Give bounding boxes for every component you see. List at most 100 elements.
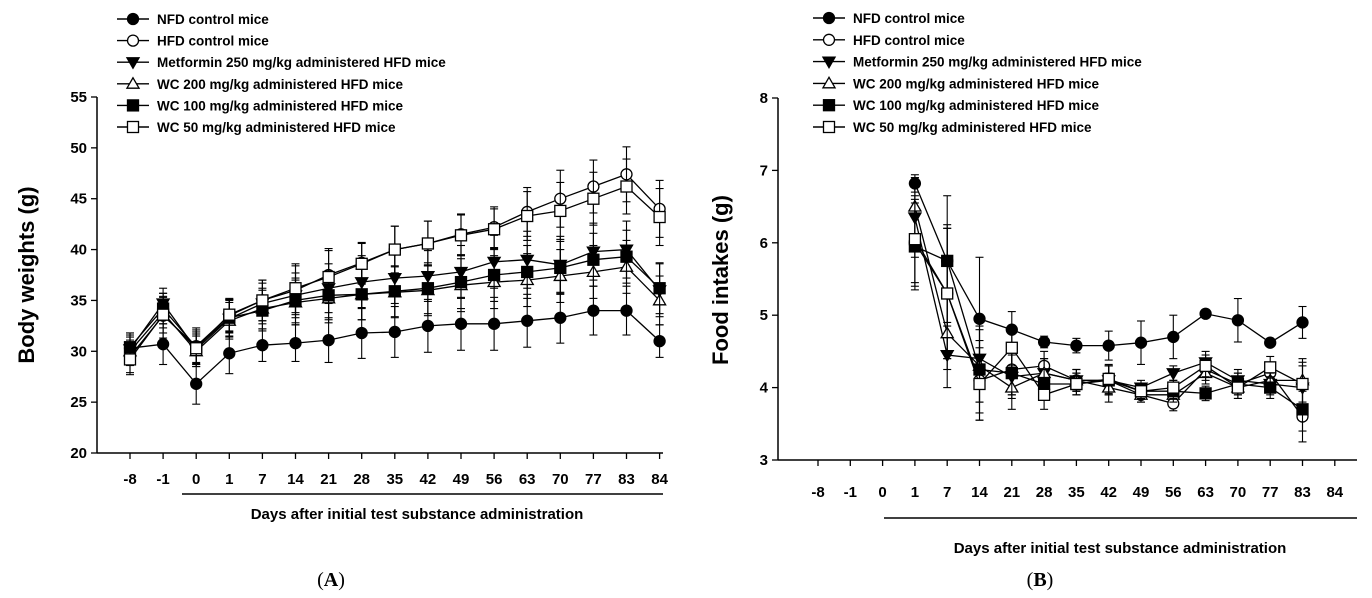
data-point [123,353,137,366]
y-tick-label: 5 [760,307,768,324]
legend-marker [126,12,140,26]
legend-item: Metformin 250 mg/kg administered HFD mic… [813,55,1142,70]
data-point [1037,388,1051,401]
data-point [587,192,600,205]
y-axis-title: Food intakes (g) [708,195,733,365]
x-tick-label: 1 [911,484,919,501]
data-point [289,336,302,350]
data-point [223,308,236,321]
data-point [653,334,666,348]
x-tick-label: 42 [420,471,437,488]
legend-label: NFD control mice [853,11,965,26]
x-tick-label: -8 [123,471,136,488]
legend-item: NFD control mice [813,11,965,26]
y-tick-label: 4 [760,380,769,397]
data-point [156,338,170,351]
x-tick-label: 83 [618,471,635,488]
data-point [322,333,335,347]
x-tick-label: 21 [1003,484,1020,501]
data-point [1102,372,1115,386]
x-tick-label: 70 [1230,484,1247,501]
x-tick-label: 1 [225,471,233,488]
data-point [190,377,203,390]
x-tick-label: 56 [486,471,503,488]
data-point [653,210,666,224]
y-tick-label: 45 [70,191,87,208]
legend-item: WC 200 mg/kg administered HFD mice [813,76,1100,91]
legend-item: WC 50 mg/kg administered HFD mice [117,120,396,135]
data-point [1102,339,1115,352]
data-point [1231,314,1245,327]
data-point [587,253,600,266]
legend-marker [125,76,141,89]
series-line [914,183,1303,347]
x-tick-label: -8 [811,484,824,501]
data-point [1264,361,1277,374]
data-point [223,347,236,360]
legend-item: HFD control mice [813,33,965,48]
y-tick-label: 35 [70,292,87,309]
x-axis-title: Days after initial test substance admini… [251,506,584,523]
y-tick-label: 7 [760,162,768,179]
data-point [322,270,335,284]
legend-item: WC 100 mg/kg administered HFD mice [117,98,404,113]
data-point [256,294,269,307]
legend-label: WC 100 mg/kg administered HFD mice [157,98,404,113]
x-tick-label: 28 [1036,484,1053,501]
data-point [973,377,986,391]
data-point [487,268,501,282]
x-tick-label: 49 [453,471,470,488]
x-tick-label: 84 [1326,484,1343,501]
legend-marker [125,57,141,70]
legend-label: WC 50 mg/kg administered HFD mice [157,120,396,135]
x-tick-label: 63 [1197,484,1214,501]
data-point [620,180,633,193]
data-point [554,204,567,218]
x-tick-label: 56 [1165,484,1182,501]
x-tick-label: 83 [1294,484,1311,501]
panel-a-body-weights: 20 25 30 35 40 45 50 55 -8 -1 0 1 7 14 21 28 35 42 49 56 63 7… [14,12,669,591]
legend-marker [822,33,836,46]
panel-label-paren: ) [1047,569,1054,591]
data-point [908,233,922,246]
panel-label-paren: ( [317,569,324,591]
panel-label-paren: ) [338,569,345,591]
data-point [1199,387,1212,400]
data-point [388,285,401,298]
data-point [1167,381,1180,394]
x-tick-label: 35 [386,471,403,488]
x-tick-label: 7 [258,471,266,488]
x-tick-label: -1 [156,471,169,488]
data-point [190,342,203,355]
legend-item: Metformin 250 mg/kg administered HFD mic… [117,55,446,70]
legend-marker [126,34,140,47]
x-tick-label: 14 [287,471,304,488]
data-point [355,257,368,270]
legend-marker [821,56,837,69]
y-tick-label: 6 [760,235,768,252]
x-tick-label: 84 [651,471,668,488]
data-point [487,223,501,236]
series-5 [123,158,666,376]
x-axis-title: Days after initial test substance admini… [954,540,1287,557]
data-point [256,339,269,352]
data-point [1264,336,1277,349]
data-point [454,317,468,330]
y-tick-label: 55 [70,89,87,106]
data-point [421,237,435,250]
data-point [653,282,666,295]
data-point [521,265,534,279]
legend-label: HFD control mice [853,33,965,48]
series-1 [908,198,1309,443]
x-tick-label: 0 [878,484,886,501]
x-tick-label: 63 [519,471,536,488]
data-point [1166,368,1181,381]
data-point [421,319,435,333]
data-point [1296,316,1309,329]
x-tick-label: 77 [585,471,602,488]
x-tick-label: 70 [552,471,569,488]
panel-label: (A) [317,569,345,591]
data-point [620,250,633,263]
